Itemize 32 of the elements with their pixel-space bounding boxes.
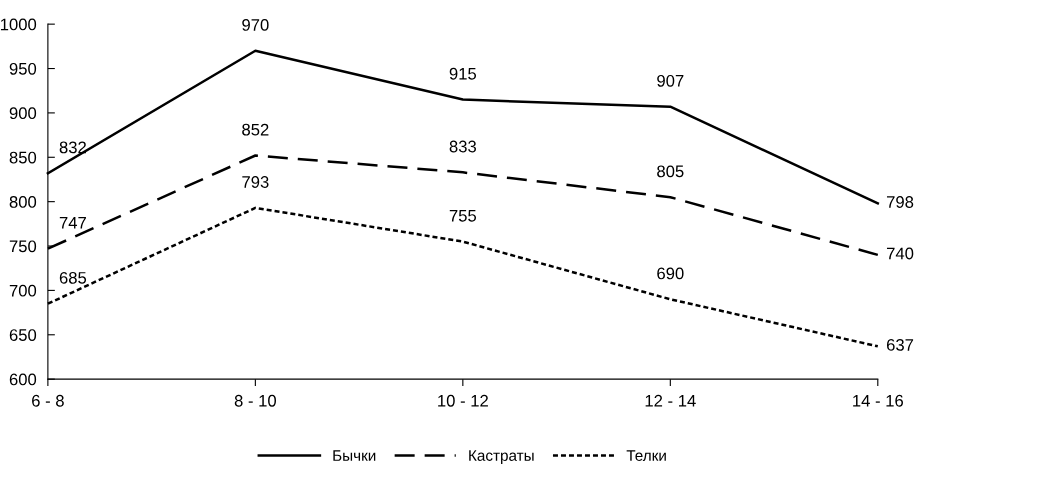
y-tick-label: 750: [9, 240, 37, 253]
y-tick-label: 700: [9, 284, 37, 297]
data-label: 805: [657, 165, 684, 178]
y-tick-label: 850: [9, 151, 37, 164]
data-label: 907: [657, 74, 684, 87]
legend-label: Телки: [626, 450, 666, 461]
data-label: 793: [242, 176, 269, 188]
y-tick-label: 950: [9, 62, 37, 75]
legend-label: Кастраты: [469, 450, 534, 464]
x-tick-label: 12 - 14: [645, 394, 696, 407]
data-label: 740: [886, 247, 914, 260]
data-label: 747: [59, 217, 86, 229]
x-tick-label: 8 - 10: [234, 394, 277, 407]
data-label: 832: [59, 141, 86, 154]
data-label: 637: [886, 338, 914, 351]
data-label: 685: [59, 271, 87, 284]
x-tick-label: 6 - 8: [32, 394, 64, 407]
data-label: 690: [657, 267, 684, 280]
y-tick-label: 900: [9, 107, 37, 120]
y-tick-label: 600: [9, 373, 37, 386]
y-tick-label: 1000: [0, 18, 37, 31]
x-tick-label: 14 - 16: [853, 394, 904, 407]
data-label: 852: [242, 123, 269, 136]
data-label: 915: [449, 67, 477, 80]
legend-label: Бычки: [333, 450, 376, 461]
data-label: 833: [449, 140, 477, 153]
x-tick-label: 10 - 12: [438, 394, 488, 407]
data-label: 970: [242, 19, 269, 31]
y-tick-label: 800: [9, 196, 37, 208]
data-label: 798: [886, 196, 914, 208]
data-label: 755: [449, 210, 477, 222]
y-tick-label: 650: [9, 329, 37, 341]
